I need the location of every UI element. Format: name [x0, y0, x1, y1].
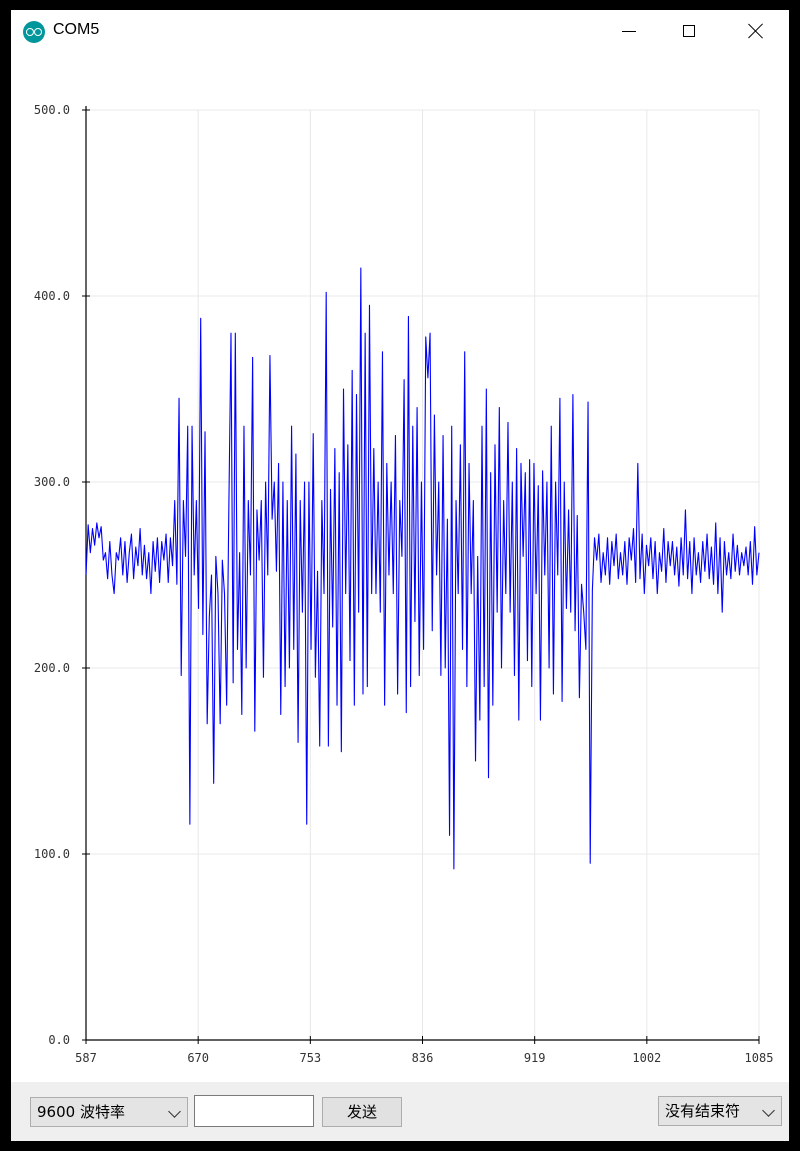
serial-plotter-window: COM5 0.0 100.0 200.0 300.0 400.0 500.0 587 670 7… [11, 10, 789, 1141]
plot-area: 0.0 100.0 200.0 300.0 400.0 500.0 587 670 753 836… [11, 52, 789, 1082]
send-button[interactable]: 发送 [322, 1097, 402, 1127]
line-ending-label: 没有结束符 [665, 1102, 741, 1120]
x-tick-label: 836 [412, 1051, 434, 1065]
series-line [85, 267, 760, 870]
x-tick-label: 1085 [745, 1051, 774, 1065]
arduino-icon [23, 21, 45, 43]
series-layer [85, 267, 760, 870]
close-icon [748, 23, 764, 39]
bottom-toolbar: 9600 波特率 发送 没有结束符 [11, 1082, 789, 1141]
chevron-down-icon [762, 1104, 775, 1117]
baud-rate-select[interactable]: 9600 波特率 [30, 1097, 188, 1127]
y-tick-label: 100.0 [34, 847, 70, 861]
minimize-button[interactable] [606, 10, 652, 52]
y-tick-label: 300.0 [34, 475, 70, 489]
tick-labels: 0.0 100.0 200.0 300.0 400.0 500.0 587 670 753 836… [34, 103, 774, 1065]
y-tick-label: 500.0 [34, 103, 70, 117]
line-chart: 0.0 100.0 200.0 300.0 400.0 500.0 587 670 753 836… [34, 103, 774, 1065]
send-input[interactable] [194, 1095, 314, 1127]
minimize-icon [622, 30, 636, 32]
y-tick-label: 0.0 [48, 1033, 70, 1047]
window-title: COM5 [53, 21, 100, 38]
y-tick-label: 400.0 [34, 289, 70, 303]
x-tick-label: 753 [299, 1051, 321, 1065]
line-ending-select[interactable]: 没有结束符 [658, 1096, 782, 1126]
x-tick-label: 587 [75, 1051, 97, 1065]
x-tick-label: 919 [524, 1051, 546, 1065]
baud-rate-label: 9600 波特率 [37, 1103, 125, 1121]
close-button[interactable] [733, 10, 779, 52]
chevron-down-icon [168, 1105, 181, 1118]
y-tick-label: 200.0 [34, 661, 70, 675]
title-bar[interactable]: COM5 [11, 10, 789, 52]
x-tick-label: 1002 [632, 1051, 661, 1065]
maximize-icon [683, 25, 695, 37]
maximize-button[interactable] [666, 10, 712, 52]
x-tick-label: 670 [187, 1051, 209, 1065]
